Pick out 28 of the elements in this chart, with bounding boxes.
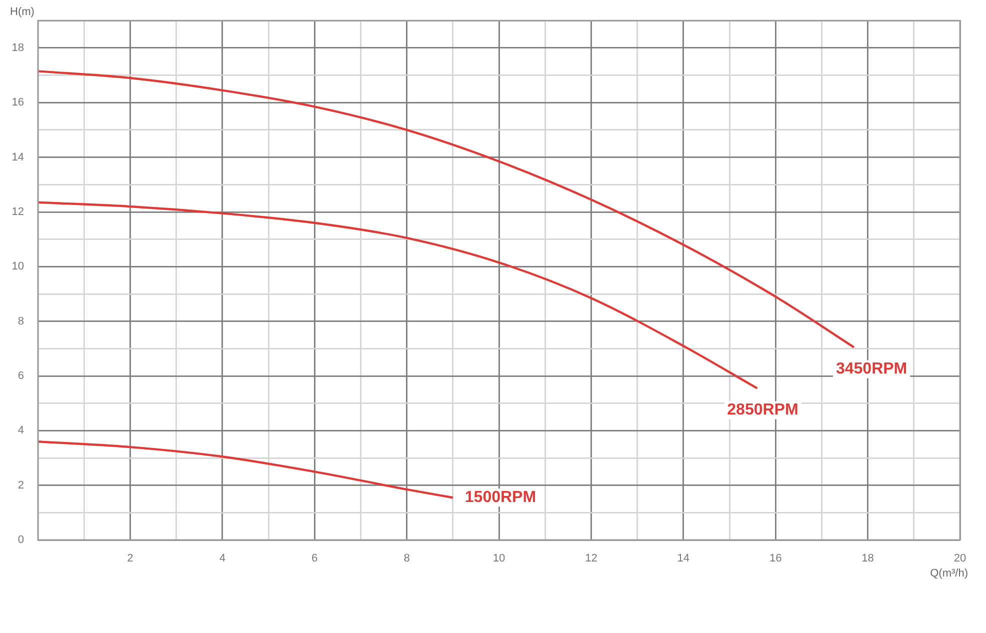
line-series bbox=[38, 440, 454, 499]
x-tick-label: 20 bbox=[954, 552, 966, 565]
x-tick-label: 6 bbox=[312, 552, 318, 565]
y-tick-label: 14 bbox=[12, 151, 24, 164]
y-tick-label: 4 bbox=[18, 424, 24, 437]
series-label: 3450RPM bbox=[836, 360, 908, 378]
line-series bbox=[38, 201, 758, 390]
y-axis-title: H(m) bbox=[10, 6, 34, 18]
y-tick-label: 16 bbox=[12, 96, 24, 109]
x-tick-label: 12 bbox=[585, 552, 598, 565]
x-tick-label: 14 bbox=[677, 552, 690, 565]
y-tick-label: 0 bbox=[18, 534, 24, 546]
x-axis-title: Q(m³/h) bbox=[930, 568, 968, 580]
x-tick-label: 2 bbox=[127, 552, 134, 565]
x-tick-label: 4 bbox=[219, 552, 226, 565]
series-label: 1500RPM bbox=[464, 489, 536, 506]
x-tick-label: 16 bbox=[769, 552, 782, 565]
y-tick-label: 6 bbox=[18, 370, 24, 382]
y-tick-label: 12 bbox=[12, 206, 24, 218]
line-series bbox=[38, 70, 856, 348]
y-tick-label: 10 bbox=[12, 260, 24, 273]
y-tick-label: 2 bbox=[18, 479, 24, 492]
y-tick-label: 18 bbox=[12, 42, 24, 54]
x-tick-label: 8 bbox=[404, 552, 410, 565]
x-tick-label: 18 bbox=[862, 552, 874, 565]
series-label: 2850RPM bbox=[727, 402, 798, 419]
x-tick-label: 10 bbox=[492, 552, 506, 565]
y-tick-label: 8 bbox=[18, 315, 24, 328]
